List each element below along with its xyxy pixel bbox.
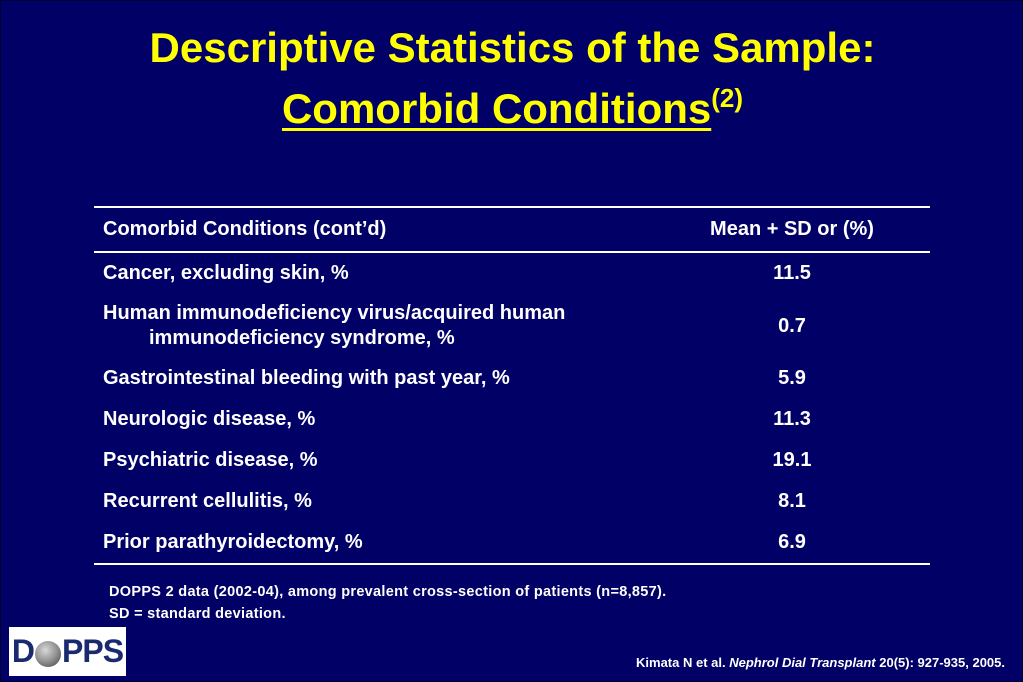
table-row: Human immunodeficiency virus/acquired hu… [94,294,930,358]
citation: Kimata N et al. Nephrol Dial Transplant … [636,655,1005,670]
table-header-rule [94,251,930,253]
title-underlined-text: Comorbid Conditions [281,85,712,132]
row-condition: Human immunodeficiency virus/acquired hu… [94,301,654,351]
row-value: 5.9 [778,367,806,389]
citation-journal: Nephrol Dial Transplant [729,655,876,670]
row-value: 19.1 [772,449,812,471]
dopps-logo: D PPS [9,627,126,676]
table-row: Prior parathyroidectomy, % 6.9 [94,522,930,563]
row-value: 8.1 [778,490,806,512]
logo-text-pps: PPS [62,633,124,669]
row-condition: Prior parathyroidectomy, % [103,531,363,553]
row-condition-line-1: Human immunodeficiency virus/acquired hu… [103,302,566,324]
comorbid-table: Comorbid Conditions (cont’d) Mean + SD o… [94,206,930,565]
row-value: 11.5 [773,262,811,284]
header-condition: Comorbid Conditions (cont’d) [103,218,387,240]
row-condition: Gastrointestinal bleeding with past year… [103,367,510,389]
table-row: Neurologic disease, % 11.3 [94,399,930,440]
row-condition: Recurrent cellulitis, % [103,490,312,512]
row-condition: Cancer, excluding skin, % [103,262,349,284]
title-reference: (2) [711,83,744,113]
footnote-source: DOPPS 2 data (2002-04), among prevalent … [109,584,667,600]
citation-details: 20(5): 927-935, 2005. [875,655,1005,670]
row-condition-line-2: immunodeficiency syndrome, % [149,327,455,349]
row-condition: Psychiatric disease, % [103,449,318,471]
table-bottom-rule [94,563,930,565]
row-value: 11.3 [773,408,811,430]
citation-authors: Kimata N et al. [636,655,730,670]
table-header-row: Comorbid Conditions (cont’d) Mean + SD o… [94,208,930,251]
logo-text-d: D [11,633,35,669]
footnote-abbreviation: SD = standard deviation. [109,606,286,622]
slide-title: Descriptive Statistics of the Sample: Co… [1,23,1023,134]
table-row: Gastrointestinal bleeding with past year… [94,358,930,399]
table-row: Cancer, excluding skin, % 11.5 [94,253,930,294]
table-row: Recurrent cellulitis, % 8.1 [94,481,930,522]
table-footnotes: DOPPS 2 data (2002-04), among prevalent … [109,581,666,625]
header-value: Mean + SD or (%) [710,218,874,240]
title-line-2: Comorbid Conditions(2) [282,73,743,134]
table-row: Psychiatric disease, % 19.1 [94,440,930,481]
table-top-rule [94,206,930,208]
row-value: 0.7 [778,314,806,337]
row-value: 6.9 [778,531,806,553]
globe-icon [35,640,62,667]
title-line-1: Descriptive Statistics of the Sample: [149,24,876,71]
row-condition: Neurologic disease, % [103,408,316,430]
